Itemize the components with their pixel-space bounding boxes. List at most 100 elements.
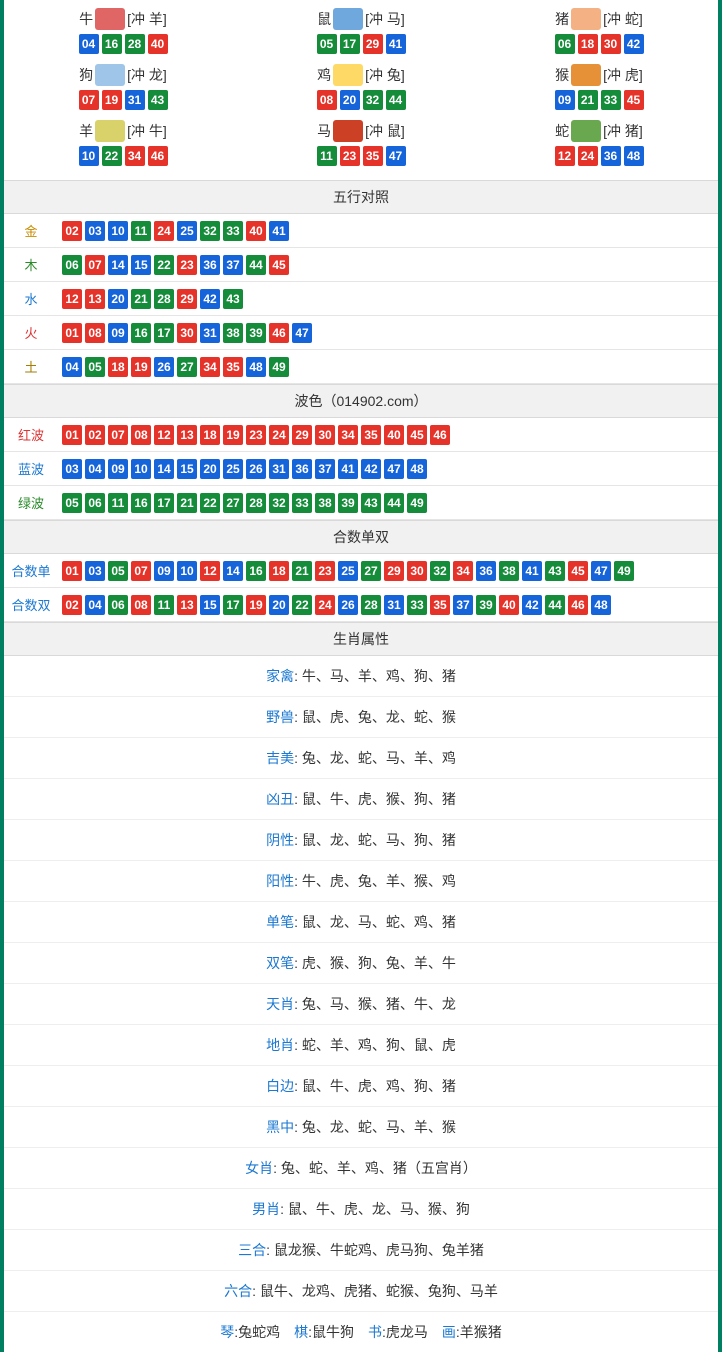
- number-ball: 19: [102, 90, 122, 110]
- number-ball: 07: [85, 255, 105, 275]
- wuxing-table: 金02031011242532334041木060714152223363744…: [4, 214, 718, 384]
- zodiac-icon: [571, 64, 601, 86]
- attr-value: 鼠、龙、马、蛇、鸡、猪: [302, 914, 456, 930]
- qqsh-value: 兔蛇鸡: [238, 1324, 280, 1340]
- attr-sep: :: [294, 791, 302, 807]
- number-ball: 33: [223, 221, 243, 241]
- number-ball: 18: [269, 561, 289, 581]
- wave-table: 红波0102070812131819232429303435404546蓝波03…: [4, 418, 718, 520]
- number-ball: 29: [363, 34, 383, 54]
- number-ball: 27: [361, 561, 381, 581]
- number-ball: 20: [340, 90, 360, 110]
- number-ball: 03: [62, 459, 82, 479]
- number-ball: 13: [177, 595, 197, 615]
- number-ball: 13: [177, 425, 197, 445]
- number-ball: 46: [148, 146, 168, 166]
- number-ball: 30: [407, 561, 427, 581]
- number-ball: 35: [361, 425, 381, 445]
- number-ball: 12: [154, 425, 174, 445]
- attr-value: 牛、马、羊、鸡、狗、猪: [302, 668, 456, 684]
- number-ball: 47: [386, 146, 406, 166]
- number-ball: 04: [62, 357, 82, 377]
- number-ball: 40: [384, 425, 404, 445]
- attr-row: 野兽: 鼠、虎、兔、龙、蛇、猴: [4, 697, 718, 738]
- number-ball: 42: [200, 289, 220, 309]
- number-ball: 18: [108, 357, 128, 377]
- wuxing-row: 金02031011242532334041: [4, 214, 718, 248]
- heshu-key: 合数单: [4, 561, 58, 580]
- number-ball: 16: [102, 34, 122, 54]
- attr-value: 鼠、龙、蛇、马、狗、猪: [302, 832, 456, 848]
- number-ball: 29: [384, 561, 404, 581]
- number-ball: 07: [79, 90, 99, 110]
- number-ball: 36: [476, 561, 496, 581]
- number-ball: 09: [108, 459, 128, 479]
- attr-row: 单笔: 鼠、龙、马、蛇、鸡、猪: [4, 902, 718, 943]
- wuxing-key: 火: [4, 323, 58, 342]
- number-ball: 05: [85, 357, 105, 377]
- qqsh-row: 琴:兔蛇鸡 棋:鼠牛狗 书:虎龙马 画:羊猴猪: [4, 1312, 718, 1352]
- zodiac-icon: [333, 120, 363, 142]
- number-ball: 21: [578, 90, 598, 110]
- number-ball: 15: [177, 459, 197, 479]
- attr-sep: :: [273, 1160, 281, 1176]
- zodiac-name: 羊: [79, 121, 93, 141]
- qqsh-value: 鼠牛狗: [312, 1324, 354, 1340]
- zodiac-name: 鸡: [317, 65, 331, 85]
- attr-row: 地肖: 蛇、羊、鸡、狗、鼠、虎: [4, 1025, 718, 1066]
- zodiac-icon: [95, 8, 125, 30]
- number-ball: 24: [269, 425, 289, 445]
- zodiac-cell: 猪[冲 蛇]06183042: [480, 6, 718, 58]
- number-ball: 17: [154, 493, 174, 513]
- number-ball: 11: [154, 595, 174, 615]
- number-ball: 41: [338, 459, 358, 479]
- attr-label: 地肖: [266, 1037, 294, 1053]
- number-ball: 49: [614, 561, 634, 581]
- number-ball: 21: [177, 493, 197, 513]
- zodiac-cell: 羊[冲 牛]10223446: [4, 118, 242, 170]
- number-ball: 47: [591, 561, 611, 581]
- attr-value: 鼠、牛、虎、猴、狗、猪: [302, 791, 456, 807]
- number-ball: 06: [108, 595, 128, 615]
- wave-header: 波色（014902.com）: [4, 384, 718, 418]
- number-ball: 10: [108, 221, 128, 241]
- attr-sep: :: [294, 873, 302, 889]
- zodiac-cell: 蛇[冲 猪]12243648: [480, 118, 718, 170]
- number-ball: 08: [131, 595, 151, 615]
- zodiac-top: 鸡[冲 兔]: [242, 64, 480, 86]
- number-ball: 09: [154, 561, 174, 581]
- zodiac-icon: [571, 8, 601, 30]
- attr-header: 生肖属性: [4, 622, 718, 656]
- number-ball: 19: [223, 425, 243, 445]
- attr-row: 白边: 鼠、牛、虎、鸡、狗、猪: [4, 1066, 718, 1107]
- number-ball: 05: [317, 34, 337, 54]
- number-ball: 07: [108, 425, 128, 445]
- zodiac-balls: 11233547: [242, 146, 480, 166]
- zodiac-cell: 鼠[冲 马]05172941: [242, 6, 480, 58]
- number-ball: 32: [200, 221, 220, 241]
- attr-label: 阴性: [266, 832, 294, 848]
- number-ball: 12: [62, 289, 82, 309]
- number-ball: 25: [177, 221, 197, 241]
- number-ball: 10: [177, 561, 197, 581]
- wuxing-row: 水1213202128294243: [4, 282, 718, 316]
- number-ball: 49: [407, 493, 427, 513]
- zodiac-clash: [冲 羊]: [127, 9, 167, 29]
- zodiac-top: 狗[冲 龙]: [4, 64, 242, 86]
- number-ball: 02: [62, 595, 82, 615]
- heshu-key: 合数双: [4, 595, 58, 614]
- number-ball: 29: [292, 425, 312, 445]
- qqsh-value: 羊猴猪: [460, 1324, 502, 1340]
- zodiac-name: 蛇: [555, 121, 569, 141]
- number-ball: 46: [269, 323, 289, 343]
- wave-balls: 0102070812131819232429303435404546: [58, 425, 718, 445]
- number-ball: 22: [200, 493, 220, 513]
- zodiac-balls: 04162840: [4, 34, 242, 54]
- zodiac-clash: [冲 猪]: [603, 121, 643, 141]
- attr-value: 兔、马、猴、猪、牛、龙: [302, 996, 456, 1012]
- number-ball: 37: [315, 459, 335, 479]
- attr-sep: :: [294, 1078, 302, 1094]
- number-ball: 28: [154, 289, 174, 309]
- qqsh-label: 书: [368, 1324, 382, 1340]
- number-ball: 17: [223, 595, 243, 615]
